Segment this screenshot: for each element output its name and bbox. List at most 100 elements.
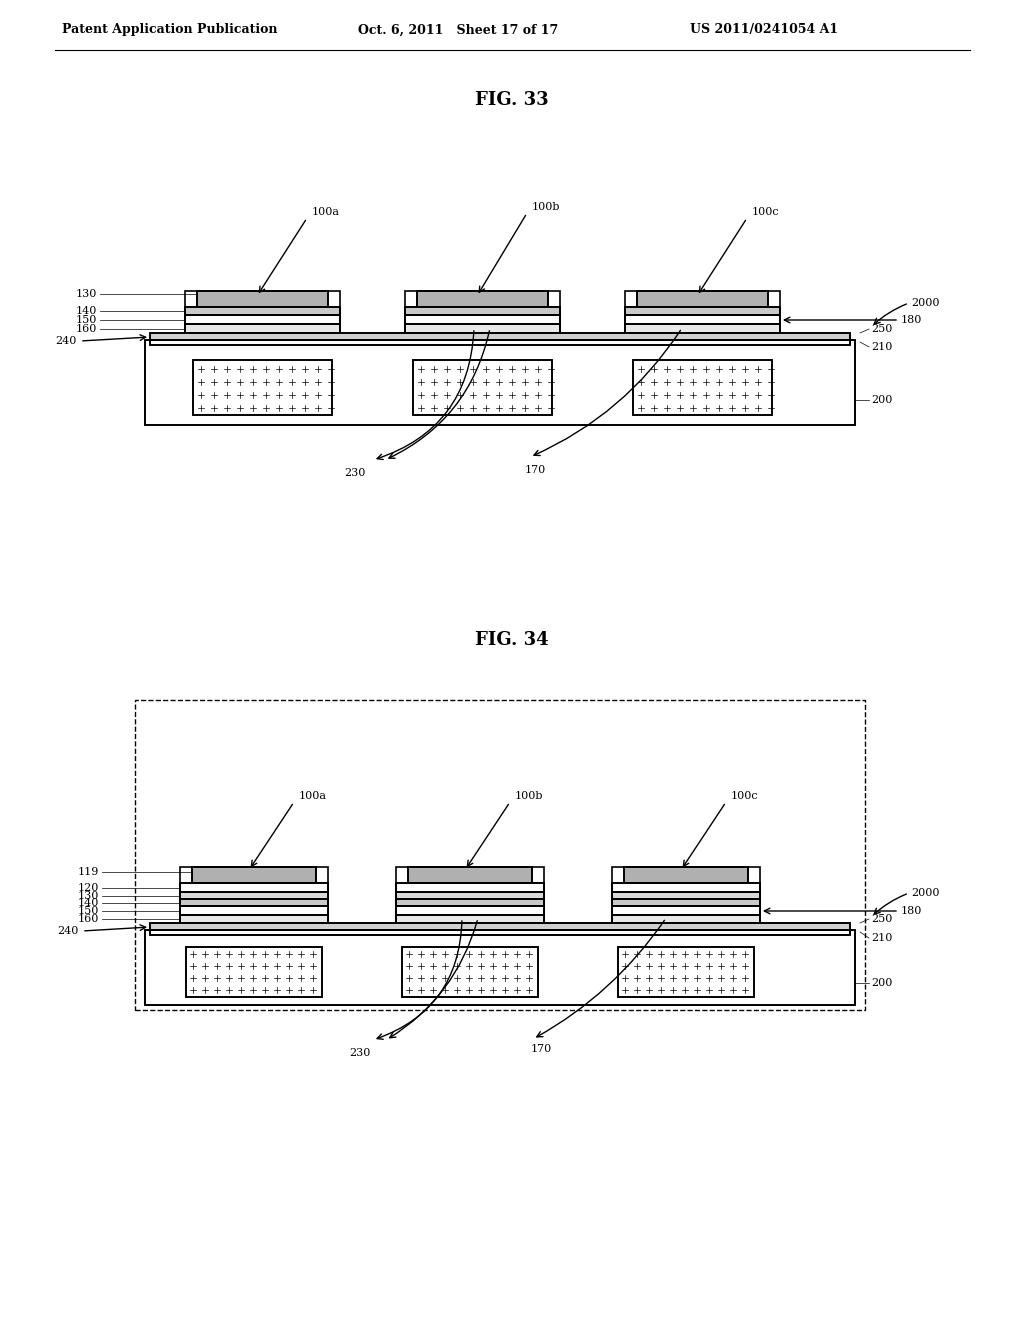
Bar	[185, 308, 340, 315]
Text: 230: 230	[344, 469, 366, 478]
Bar	[180, 899, 328, 906]
Text: 150: 150	[76, 315, 97, 325]
Bar	[625, 323, 780, 333]
Bar	[180, 892, 328, 899]
Text: US 2011/0241054 A1: US 2011/0241054 A1	[690, 24, 838, 37]
Bar	[150, 931, 850, 935]
Bar	[197, 290, 328, 308]
Bar	[396, 899, 544, 906]
Bar	[402, 946, 538, 997]
Bar	[180, 915, 328, 923]
Text: 170: 170	[530, 1044, 552, 1053]
Text: 2000: 2000	[911, 888, 939, 898]
Bar	[396, 883, 544, 892]
Text: 170: 170	[524, 465, 546, 475]
Bar	[396, 899, 544, 906]
Bar	[624, 867, 748, 883]
Text: 100c: 100c	[731, 791, 759, 801]
Bar	[185, 315, 340, 323]
Bar	[406, 290, 560, 333]
Bar	[417, 290, 548, 308]
Bar	[625, 290, 780, 333]
Bar	[186, 946, 322, 997]
Text: 180: 180	[901, 315, 923, 325]
Bar	[150, 923, 850, 931]
Bar	[625, 315, 780, 323]
Text: 160: 160	[78, 913, 99, 924]
Bar	[408, 867, 532, 883]
Bar	[180, 906, 328, 915]
Text: 130: 130	[78, 891, 99, 902]
Text: 119: 119	[78, 867, 99, 876]
Bar	[193, 360, 332, 414]
Bar	[150, 341, 850, 345]
Bar	[625, 308, 780, 315]
Text: 160: 160	[76, 323, 97, 334]
Bar	[625, 323, 780, 333]
Bar	[612, 883, 760, 892]
Bar	[624, 867, 748, 883]
Bar	[396, 915, 544, 923]
Bar	[406, 323, 560, 333]
Bar	[180, 899, 328, 906]
Bar	[193, 867, 316, 883]
Bar	[193, 360, 332, 414]
Text: 210: 210	[871, 342, 892, 352]
Bar	[637, 290, 768, 308]
Text: 180: 180	[901, 906, 923, 916]
Text: FIG. 34: FIG. 34	[475, 631, 549, 649]
Text: 250: 250	[871, 913, 892, 924]
Bar	[408, 867, 532, 883]
Bar	[637, 290, 768, 308]
Bar	[180, 892, 328, 899]
Bar	[612, 867, 760, 923]
Bar	[413, 360, 552, 414]
Bar	[612, 906, 760, 915]
Text: Oct. 6, 2011   Sheet 17 of 17: Oct. 6, 2011 Sheet 17 of 17	[358, 24, 558, 37]
Bar	[396, 892, 544, 899]
Bar	[180, 915, 328, 923]
Text: 2000: 2000	[911, 298, 939, 308]
Bar	[150, 923, 850, 931]
Bar	[402, 946, 538, 997]
Bar	[406, 323, 560, 333]
Text: Patent Application Publication: Patent Application Publication	[62, 24, 278, 37]
Bar	[612, 892, 760, 899]
Bar	[612, 899, 760, 906]
Text: 140: 140	[78, 898, 99, 908]
Bar	[633, 360, 772, 414]
Bar	[406, 308, 560, 315]
Bar	[197, 290, 328, 308]
Bar	[185, 323, 340, 333]
Bar	[612, 892, 760, 899]
Bar	[180, 867, 328, 923]
Text: 200: 200	[871, 978, 892, 987]
Bar	[150, 931, 850, 935]
Bar	[150, 333, 850, 341]
Bar	[633, 360, 772, 414]
Bar	[180, 906, 328, 915]
Bar	[185, 323, 340, 333]
Bar	[180, 883, 328, 892]
Text: 130: 130	[76, 289, 97, 300]
Bar	[618, 946, 754, 997]
Bar	[185, 308, 340, 315]
Bar	[396, 906, 544, 915]
Bar	[618, 946, 754, 997]
Bar	[612, 883, 760, 892]
Bar	[413, 360, 552, 414]
Bar	[625, 308, 780, 315]
Bar	[396, 906, 544, 915]
Text: FIG. 33: FIG. 33	[475, 91, 549, 110]
Text: 230: 230	[349, 1048, 371, 1059]
Text: 100c: 100c	[752, 207, 779, 216]
Bar	[625, 315, 780, 323]
Bar	[406, 308, 560, 315]
Bar	[135, 700, 865, 1010]
Bar	[193, 867, 316, 883]
Bar	[150, 341, 850, 345]
Bar	[185, 290, 340, 333]
Bar	[406, 315, 560, 323]
Text: 200: 200	[871, 395, 892, 405]
Text: 100b: 100b	[532, 202, 560, 213]
